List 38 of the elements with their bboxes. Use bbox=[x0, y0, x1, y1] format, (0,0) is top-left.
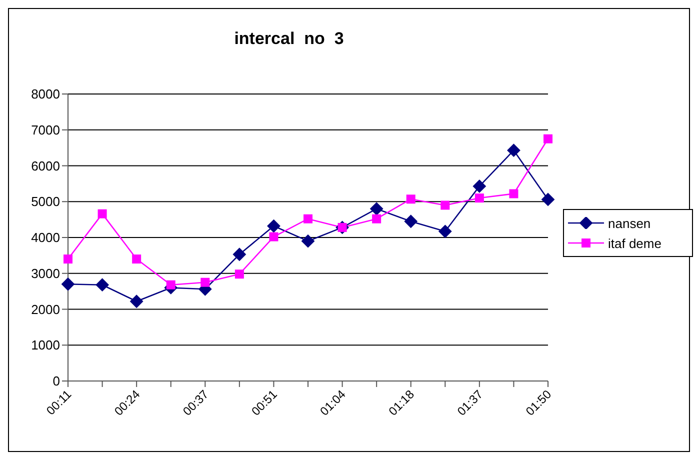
y-tick-label: 4000 bbox=[31, 230, 60, 246]
point bbox=[542, 192, 554, 206]
point bbox=[372, 214, 382, 224]
point bbox=[404, 214, 418, 228]
point bbox=[130, 294, 144, 308]
point bbox=[132, 254, 142, 264]
point bbox=[509, 189, 518, 198]
point bbox=[64, 254, 72, 264]
point bbox=[96, 278, 109, 292]
point bbox=[440, 200, 450, 210]
point bbox=[406, 194, 416, 204]
point bbox=[232, 248, 246, 261]
point bbox=[166, 280, 176, 290]
point bbox=[200, 278, 210, 287]
point bbox=[438, 224, 452, 238]
point bbox=[472, 180, 486, 193]
y-tick-label: 1000 bbox=[31, 338, 60, 353]
y-tick-label: 7000 bbox=[31, 122, 60, 138]
point bbox=[267, 220, 280, 233]
y-tick-label: 0 bbox=[52, 374, 60, 389]
point bbox=[474, 194, 484, 203]
y-tick-label: 2000 bbox=[31, 302, 60, 317]
point bbox=[62, 278, 74, 291]
y-tick-label: 5000 bbox=[31, 194, 60, 210]
point bbox=[304, 214, 312, 224]
point bbox=[507, 144, 520, 157]
legend-label: itaf deme bbox=[608, 236, 662, 250]
y-tick-label: 8000 bbox=[31, 86, 60, 102]
point bbox=[302, 234, 314, 248]
chart-title: intercal no 3 bbox=[233, 29, 345, 49]
y-tick-label: 6000 bbox=[31, 158, 60, 174]
point bbox=[234, 270, 244, 279]
point bbox=[370, 202, 384, 216]
legend-label: nansen bbox=[608, 216, 651, 230]
point bbox=[544, 134, 552, 144]
point bbox=[98, 209, 107, 218]
point bbox=[269, 232, 278, 242]
y-tick-label: 3000 bbox=[31, 266, 60, 281]
